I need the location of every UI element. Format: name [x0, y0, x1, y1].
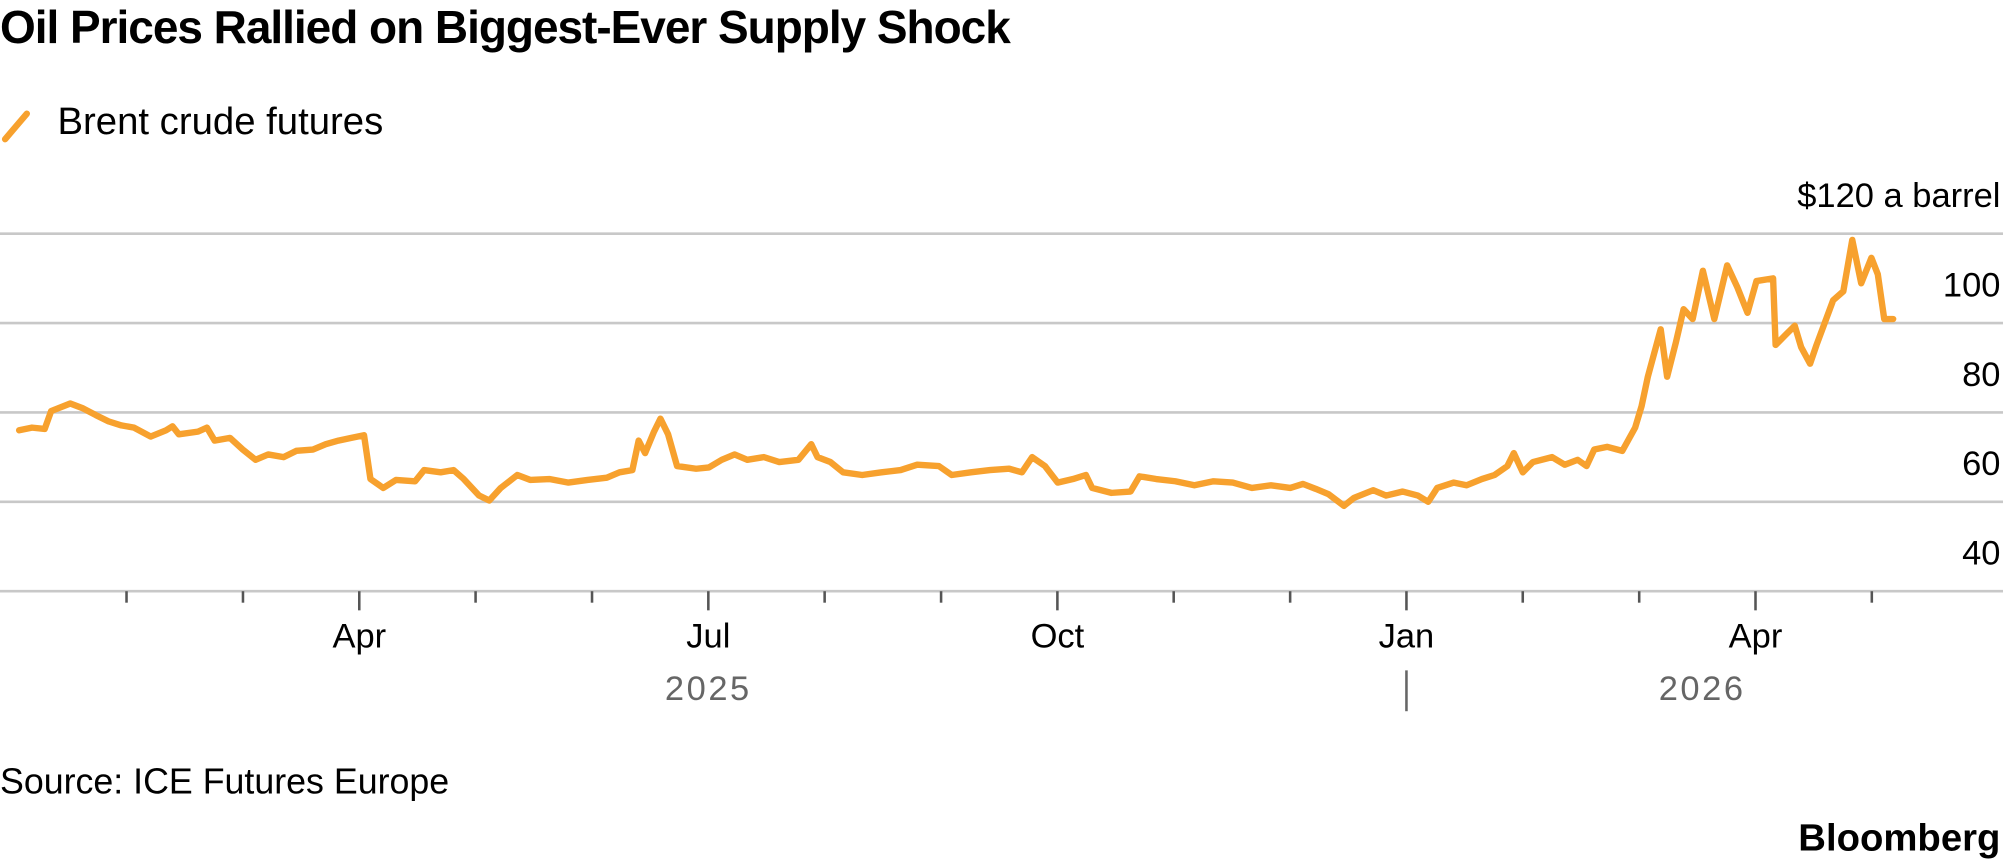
year-label: 2025 — [665, 670, 752, 708]
y-tick-label: 60 — [1962, 445, 2000, 483]
legend-swatch — [1, 110, 31, 143]
y-tick-label: 80 — [1962, 356, 2000, 394]
x-tick-label: Jul — [686, 618, 730, 656]
x-tick-label: Apr — [332, 618, 386, 656]
y-tick-label: $120 a barrel — [1797, 177, 2000, 215]
data-line — [15, 236, 1897, 510]
y-tick-label: 40 — [1962, 535, 2000, 573]
source: Source: ICE Futures Europe — [0, 761, 449, 801]
year-label: 2026 — [1659, 670, 1746, 708]
logo: Bloomberg — [1798, 816, 2000, 859]
chart-title: Oil Prices Rallied on Biggest-Ever Suppl… — [0, 1, 1011, 53]
x-tick-label: Oct — [1031, 618, 1085, 656]
legend-label: Brent crude futures — [57, 100, 383, 143]
y-tick-label: 100 — [1943, 266, 2001, 304]
x-tick-label: Jan — [1379, 618, 1435, 656]
x-tick-label: Apr — [1729, 618, 1783, 656]
